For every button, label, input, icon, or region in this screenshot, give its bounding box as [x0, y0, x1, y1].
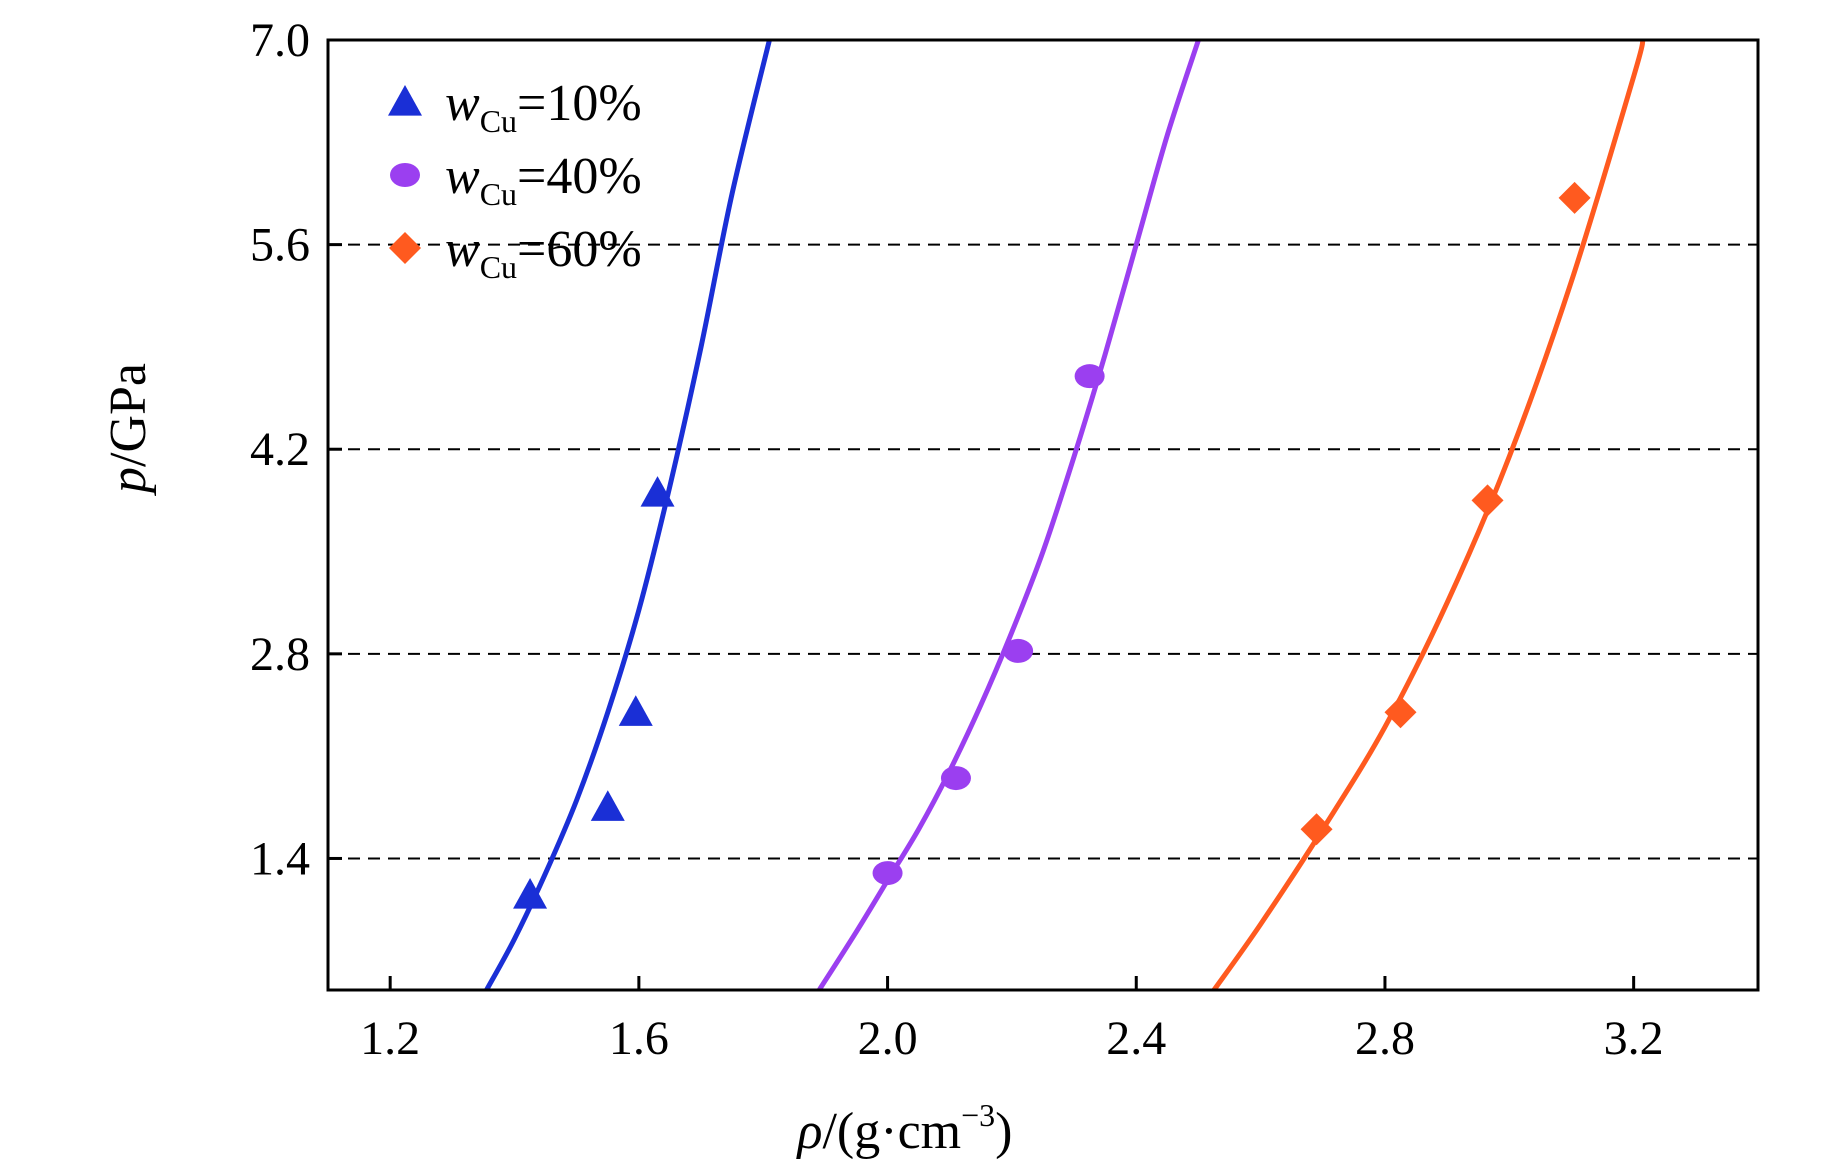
- x-axis-label: ρ/(g·cm−3): [796, 1097, 1013, 1160]
- legend-marker-0: [388, 85, 422, 116]
- x-tick-label-5: 3.2: [1604, 1012, 1664, 1065]
- data-point-0-2: [618, 695, 653, 726]
- y-tick-label-3: 5.6: [250, 219, 310, 272]
- fit-curve-0: [484, 39, 772, 992]
- y-tick-label-1: 2.8: [250, 628, 310, 681]
- data-point-0-0: [513, 878, 548, 909]
- data-point-1-3: [1074, 364, 1105, 389]
- plot-frame: [326, 38, 1760, 992]
- x-tick-label-3: 2.4: [1106, 1012, 1166, 1065]
- legend: wCu=10% wCu=40% wCu=60%: [388, 75, 642, 285]
- fit-curve-1: [817, 39, 1201, 992]
- x-tick-label-4: 2.8: [1355, 1012, 1415, 1065]
- data-point-1-0: [872, 861, 903, 886]
- data-points: [513, 181, 1591, 909]
- legend-label-0: wCu=10%: [445, 75, 642, 139]
- x-tick-label-1: 1.6: [609, 1012, 669, 1065]
- data-point-2-2: [1471, 484, 1504, 517]
- grid-lines: [328, 243, 1758, 860]
- legend-label-1: wCu=40%: [445, 148, 642, 212]
- data-point-2-0: [1300, 813, 1333, 846]
- y-tick-label-0: 1.4: [250, 832, 310, 885]
- fit-curve-2: [1211, 39, 1646, 992]
- legend-marker-1: [390, 163, 420, 187]
- data-point-2-1: [1384, 696, 1417, 729]
- y-axis-label: p/GPa: [100, 363, 157, 497]
- data-point-0-1: [590, 790, 625, 821]
- fit-curves: [484, 39, 1646, 992]
- y-tick-label-2: 4.2: [250, 423, 310, 476]
- data-point-1-2: [1003, 638, 1034, 663]
- data-point-0-3: [640, 476, 675, 507]
- y-tick-label-4: 7.0: [250, 14, 310, 67]
- data-point-2-3: [1558, 181, 1591, 214]
- axis-ticks: 1.2 1.6 2.0 2.4 2.8 3.2 1.4 2.8 4.2 5.6 7.0: [250, 14, 1664, 1065]
- legend-label-2: wCu=60%: [445, 221, 642, 285]
- data-point-1-1: [940, 766, 971, 791]
- legend-marker-2: [389, 232, 421, 264]
- x-tick-label-2: 2.0: [858, 1012, 918, 1065]
- x-tick-label-0: 1.2: [360, 1012, 420, 1065]
